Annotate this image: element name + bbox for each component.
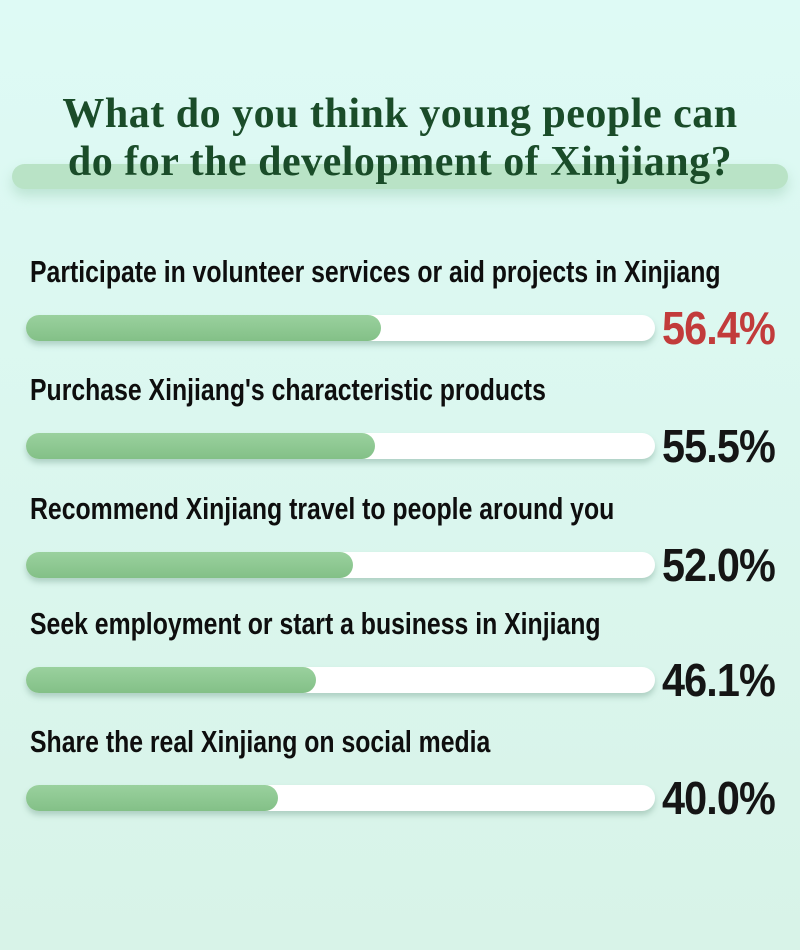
title-highlight-band [12, 164, 788, 189]
bar-fill [26, 433, 376, 459]
bar-fill [26, 667, 316, 693]
survey-row-1: Participate in volunteer services or aid… [0, 252, 800, 357]
survey-row-2: Purchase Xinjiang's characteristic produ… [0, 370, 800, 475]
value-label: 46.1% [662, 654, 776, 706]
bar-track [26, 433, 655, 459]
value-label: 52.0% [662, 539, 776, 591]
bar-track [26, 552, 655, 578]
value-label: 56.4% [662, 302, 776, 354]
bar-track [26, 667, 655, 693]
bar-fill [26, 785, 278, 811]
chart-title: What do you think young people can do fo… [0, 90, 800, 186]
bar-fill [26, 552, 354, 578]
row-label: Recommend Xinjiang travel to people arou… [30, 491, 615, 526]
row-label: Purchase Xinjiang's characteristic produ… [30, 372, 546, 407]
row-label: Participate in volunteer services or aid… [30, 254, 721, 289]
bar-track [26, 785, 655, 811]
value-label: 55.5% [662, 420, 776, 472]
bar-track [26, 315, 655, 341]
survey-row-5: Share the real Xinjiang on social media … [0, 722, 800, 827]
survey-row-4: Seek employment or start a business in X… [0, 604, 800, 709]
value-label: 40.0% [662, 772, 776, 824]
row-label: Share the real Xinjiang on social media [30, 724, 491, 759]
chart-title-line-1: What do you think young people can [62, 91, 738, 137]
row-label: Seek employment or start a business in X… [30, 606, 601, 641]
bar-fill [26, 315, 381, 341]
survey-row-3: Recommend Xinjiang travel to people arou… [0, 489, 800, 594]
chart-title-line-2: do for the development of Xinjiang? [67, 139, 733, 185]
